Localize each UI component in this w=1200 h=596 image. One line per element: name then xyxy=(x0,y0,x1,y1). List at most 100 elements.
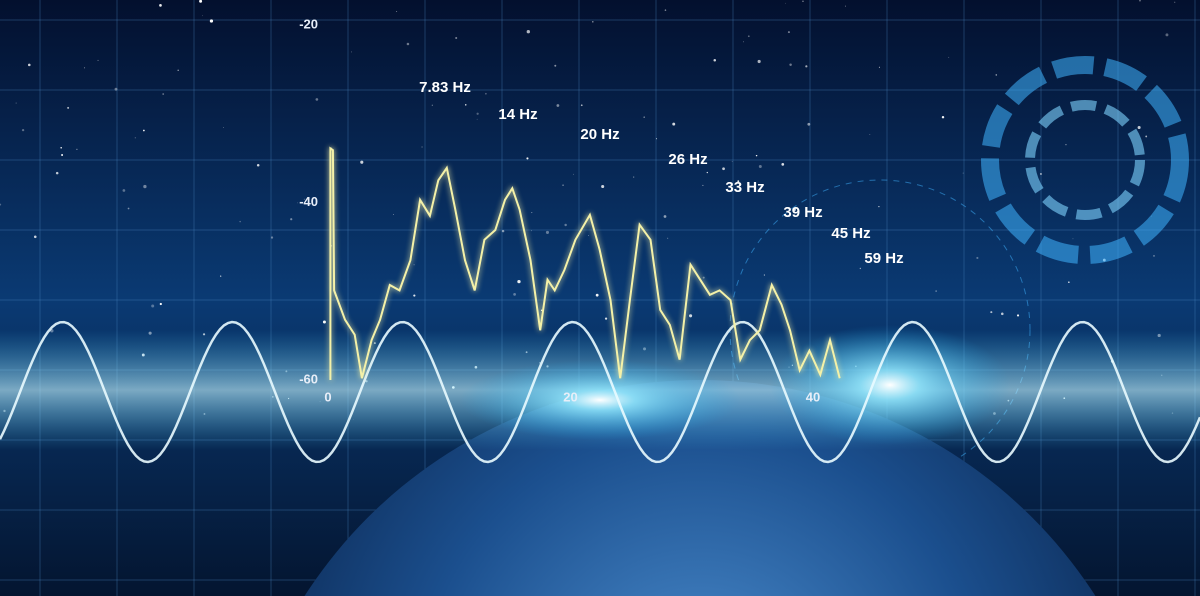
star xyxy=(406,42,410,46)
star xyxy=(322,320,326,324)
star xyxy=(713,58,717,62)
star xyxy=(455,36,458,40)
star xyxy=(84,67,86,69)
star xyxy=(789,63,792,66)
star xyxy=(1145,135,1148,138)
star xyxy=(672,122,676,126)
glow xyxy=(770,325,1010,445)
star xyxy=(531,212,533,214)
star xyxy=(747,35,750,38)
star xyxy=(1040,173,1042,175)
star xyxy=(513,292,516,296)
star xyxy=(702,276,705,279)
star xyxy=(476,118,478,120)
star xyxy=(935,290,937,292)
star xyxy=(143,184,147,189)
star xyxy=(802,0,804,2)
star xyxy=(995,74,998,76)
frequency-label: 45 Hz xyxy=(831,225,870,242)
star xyxy=(465,104,467,106)
frequency-label: 20 Hz xyxy=(580,126,619,143)
star xyxy=(755,154,758,157)
frequency-label: 59 Hz xyxy=(864,250,903,267)
star xyxy=(1016,314,1020,317)
star xyxy=(580,104,583,107)
x-tick-label: 20 xyxy=(563,389,577,404)
star xyxy=(159,302,162,306)
star xyxy=(757,59,761,64)
star xyxy=(737,180,740,183)
star xyxy=(859,267,862,270)
star xyxy=(564,223,567,227)
star xyxy=(76,148,78,151)
star xyxy=(476,112,479,115)
spectrum-line xyxy=(329,146,841,380)
star xyxy=(67,106,70,109)
star xyxy=(485,92,487,95)
star xyxy=(60,146,62,149)
star xyxy=(517,279,521,284)
star xyxy=(844,5,846,7)
star xyxy=(706,171,709,174)
star xyxy=(303,198,305,200)
star xyxy=(604,317,608,320)
frequency-label: 26 Hz xyxy=(668,151,707,168)
star xyxy=(199,0,203,3)
x-tick-label: 40 xyxy=(806,389,820,404)
star xyxy=(127,207,130,210)
star xyxy=(0,203,2,206)
star xyxy=(122,189,126,192)
star xyxy=(413,264,415,266)
star xyxy=(722,167,725,171)
star xyxy=(114,87,118,91)
star xyxy=(431,104,433,106)
star xyxy=(162,93,165,95)
star xyxy=(270,236,274,239)
star xyxy=(21,128,25,132)
star xyxy=(601,184,605,189)
y-tick-label: -20 xyxy=(299,16,318,31)
star xyxy=(142,129,145,132)
star xyxy=(1072,238,1074,240)
star xyxy=(976,256,979,260)
star xyxy=(592,21,594,23)
frequency-label: 33 Hz xyxy=(725,179,764,196)
star xyxy=(290,218,293,221)
star xyxy=(159,4,162,7)
star xyxy=(220,275,222,277)
star xyxy=(531,230,533,232)
star xyxy=(297,202,298,204)
star xyxy=(239,220,241,223)
star xyxy=(1137,125,1141,130)
star xyxy=(633,176,635,178)
glow xyxy=(460,360,740,440)
star xyxy=(781,163,785,166)
star xyxy=(134,137,136,139)
star xyxy=(351,51,353,53)
star xyxy=(588,235,589,236)
frequency-label: 39 Hz xyxy=(783,204,822,221)
frequency-label: 7.83 Hz xyxy=(419,79,471,96)
star xyxy=(526,30,530,34)
star xyxy=(664,9,667,11)
star xyxy=(55,171,59,175)
star xyxy=(878,206,880,208)
hud-ring xyxy=(981,56,1189,264)
y-tick-label: -40 xyxy=(299,194,318,209)
star xyxy=(1068,281,1070,284)
star xyxy=(177,69,179,71)
star xyxy=(962,172,964,174)
star xyxy=(421,146,423,148)
hud-ring xyxy=(1025,100,1145,220)
star xyxy=(393,213,394,215)
star xyxy=(562,184,564,186)
star xyxy=(396,11,398,12)
star xyxy=(27,63,31,67)
star xyxy=(360,160,364,164)
star xyxy=(643,116,645,118)
star xyxy=(689,314,693,318)
star xyxy=(1065,144,1067,146)
star xyxy=(805,65,808,68)
star xyxy=(526,157,529,160)
